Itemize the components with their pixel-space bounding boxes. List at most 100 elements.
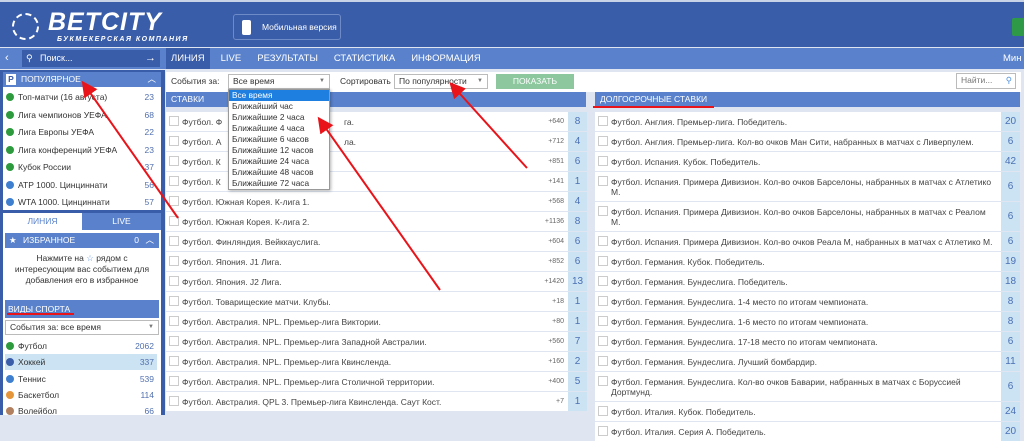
dropdown-option[interactable]: Ближайшие 48 часов: [232, 167, 314, 177]
checkbox[interactable]: [598, 356, 608, 366]
green-button[interactable]: [1012, 18, 1024, 36]
arrow-right-icon[interactable]: →: [145, 52, 156, 64]
bet-extra-count[interactable]: +640: [548, 118, 564, 125]
bet-extra-count[interactable]: +852: [548, 258, 564, 265]
checkbox[interactable]: [169, 256, 179, 266]
bet-row[interactable]: Футбол. Финляндия. Вейккауслига. +604 6: [166, 232, 587, 251]
long-bet-count[interactable]: 18: [1001, 272, 1020, 291]
checkbox[interactable]: [169, 176, 179, 186]
checkbox[interactable]: [598, 116, 608, 126]
long-bet-count[interactable]: 20: [1001, 112, 1020, 131]
checkbox[interactable]: [598, 376, 608, 386]
sort-select[interactable]: По популярности ▼: [394, 74, 488, 89]
checkbox[interactable]: [169, 296, 179, 306]
long-bet-row[interactable]: Футбол. Германия. Бундеслига. 1-4 место …: [595, 292, 1020, 311]
checkbox[interactable]: [598, 236, 608, 246]
bet-extra-count[interactable]: +80: [552, 318, 564, 325]
checkbox[interactable]: [169, 316, 179, 326]
long-bet-row[interactable]: Футбол. Испания. Кубок. Победитель. 42: [595, 152, 1020, 171]
dropdown-option[interactable]: Ближайшие 4 часа: [232, 123, 305, 133]
bet-extra-count[interactable]: +1136: [544, 218, 564, 225]
checkbox[interactable]: [169, 196, 179, 206]
bet-extra-count[interactable]: +1420: [544, 278, 564, 285]
dropdown-option[interactable]: Ближайший час: [232, 101, 293, 111]
bet-count[interactable]: 1: [568, 392, 587, 411]
bet-count[interactable]: 6: [568, 232, 587, 251]
show-button[interactable]: ПОКАЗАТЬ: [496, 74, 574, 89]
sidebar-item[interactable]: Лига Европы УЕФА 22: [5, 124, 157, 140]
checkbox[interactable]: [169, 216, 179, 226]
long-bet-count[interactable]: 42: [1001, 152, 1020, 171]
bet-row[interactable]: Футбол. Австралия. NPL. Премьер-лига Вик…: [166, 312, 587, 331]
bet-count[interactable]: 4: [568, 192, 587, 211]
long-bet-count[interactable]: 11: [1001, 352, 1020, 371]
bet-extra-count[interactable]: +712: [548, 138, 564, 145]
dropdown-option[interactable]: Ближайшие 12 часов: [232, 145, 314, 155]
favorites-header[interactable]: ★ ИЗБРАННОЕ 0 ︿: [5, 233, 159, 248]
bet-extra-count[interactable]: +7: [556, 398, 564, 405]
checkbox[interactable]: [598, 156, 608, 166]
long-bet-count[interactable]: 6: [1001, 132, 1020, 151]
sidebar-item[interactable]: WTA 1000. Цинциннати 57: [5, 194, 157, 210]
long-bet-row[interactable]: Футбол. Англия. Премьер-лига. Кол-во очк…: [595, 132, 1020, 151]
bet-extra-count[interactable]: +560: [548, 338, 564, 345]
dropdown-option[interactable]: Ближайшие 24 часа: [232, 156, 310, 166]
sidebar-item[interactable]: Хоккей 337: [5, 354, 157, 371]
side-tab-live[interactable]: LIVE: [82, 213, 161, 230]
bet-extra-count[interactable]: +851: [548, 158, 564, 165]
dropdown-option[interactable]: Все время: [229, 90, 329, 101]
side-tab-liniya[interactable]: ЛИНИЯ: [3, 213, 82, 230]
dropdown-option[interactable]: Ближайшие 2 часа: [232, 112, 305, 122]
long-bet-count[interactable]: 6: [1001, 332, 1020, 351]
bet-extra-count[interactable]: +400: [548, 378, 564, 385]
bet-count[interactable]: 1: [568, 172, 587, 191]
bet-row[interactable]: Футбол. Южная Корея. К-лига 2. +1136 8: [166, 212, 587, 231]
bet-count[interactable]: 7: [568, 332, 587, 351]
sidebar-item[interactable]: Волейбол 66: [5, 403, 157, 419]
long-bet-row[interactable]: Футбол. Германия. Бундеслига. 17-18 мест…: [595, 332, 1020, 351]
bet-count[interactable]: 5: [568, 372, 587, 391]
search-icon[interactable]: ⚲: [1005, 75, 1012, 85]
chevron-up-icon[interactable]: ︿: [145, 235, 154, 245]
bet-count[interactable]: 8: [568, 112, 587, 131]
sidebar-item[interactable]: Лига конференций УЕФА 23: [5, 142, 157, 158]
checkbox[interactable]: [169, 336, 179, 346]
bet-extra-count[interactable]: +604: [548, 238, 564, 245]
bet-count[interactable]: 4: [568, 132, 587, 151]
long-bet-count[interactable]: 6: [1001, 202, 1020, 231]
sidebar-item[interactable]: Кубок России 37: [5, 159, 157, 175]
bet-row[interactable]: Футбол. Австралия. NPL. Премьер-лига Зап…: [166, 332, 587, 351]
checkbox[interactable]: [598, 316, 608, 326]
checkbox[interactable]: [598, 426, 608, 436]
bet-extra-count[interactable]: +568: [548, 198, 564, 205]
back-arrow-icon[interactable]: ‹: [5, 52, 9, 64]
nav-info[interactable]: ИНФОРМАЦИЯ: [411, 53, 481, 64]
bet-count[interactable]: 2: [568, 352, 587, 371]
bet-count[interactable]: 6: [568, 152, 587, 171]
long-bet-count[interactable]: 6: [1001, 232, 1020, 251]
long-bet-row[interactable]: Футбол. Германия. Бундеслига. Лучший бом…: [595, 352, 1020, 371]
long-bet-count[interactable]: 24: [1001, 402, 1020, 421]
nav-statistics[interactable]: СТАТИСТИКА: [333, 53, 396, 64]
long-bet-count[interactable]: 6: [1001, 372, 1020, 401]
long-bet-row[interactable]: Футбол. Англия. Премьер-лига. Победитель…: [595, 112, 1020, 131]
checkbox[interactable]: [598, 176, 608, 186]
checkbox[interactable]: [169, 276, 179, 286]
checkbox[interactable]: [598, 296, 608, 306]
bet-row[interactable]: Футбол. Товарищеские матчи. Клубы. +18 1: [166, 292, 587, 311]
search-input[interactable]: ⚲ Поиск... →: [22, 50, 160, 67]
sidebar-item[interactable]: ATP 1000. Цинциннати 56: [5, 177, 157, 193]
long-bet-count[interactable]: 6: [1001, 172, 1020, 201]
long-bet-count[interactable]: 8: [1001, 292, 1020, 311]
sidebar-item[interactable]: Футбол 2062: [5, 338, 157, 354]
bet-extra-count[interactable]: +18: [552, 298, 564, 305]
bet-count[interactable]: 8: [568, 212, 587, 231]
long-bet-row[interactable]: Футбол. Италия. Кубок. Победитель. 24: [595, 402, 1020, 421]
checkbox[interactable]: [598, 136, 608, 146]
bet-row[interactable]: Футбол. Австралия. NPL. Премьер-лига Сто…: [166, 372, 587, 391]
checkbox[interactable]: [169, 236, 179, 246]
checkbox[interactable]: [169, 116, 179, 126]
bet-count[interactable]: 1: [568, 292, 587, 311]
long-bet-row[interactable]: Футбол. Италия. Серия А. Победитель. 20: [595, 422, 1020, 441]
checkbox[interactable]: [598, 336, 608, 346]
